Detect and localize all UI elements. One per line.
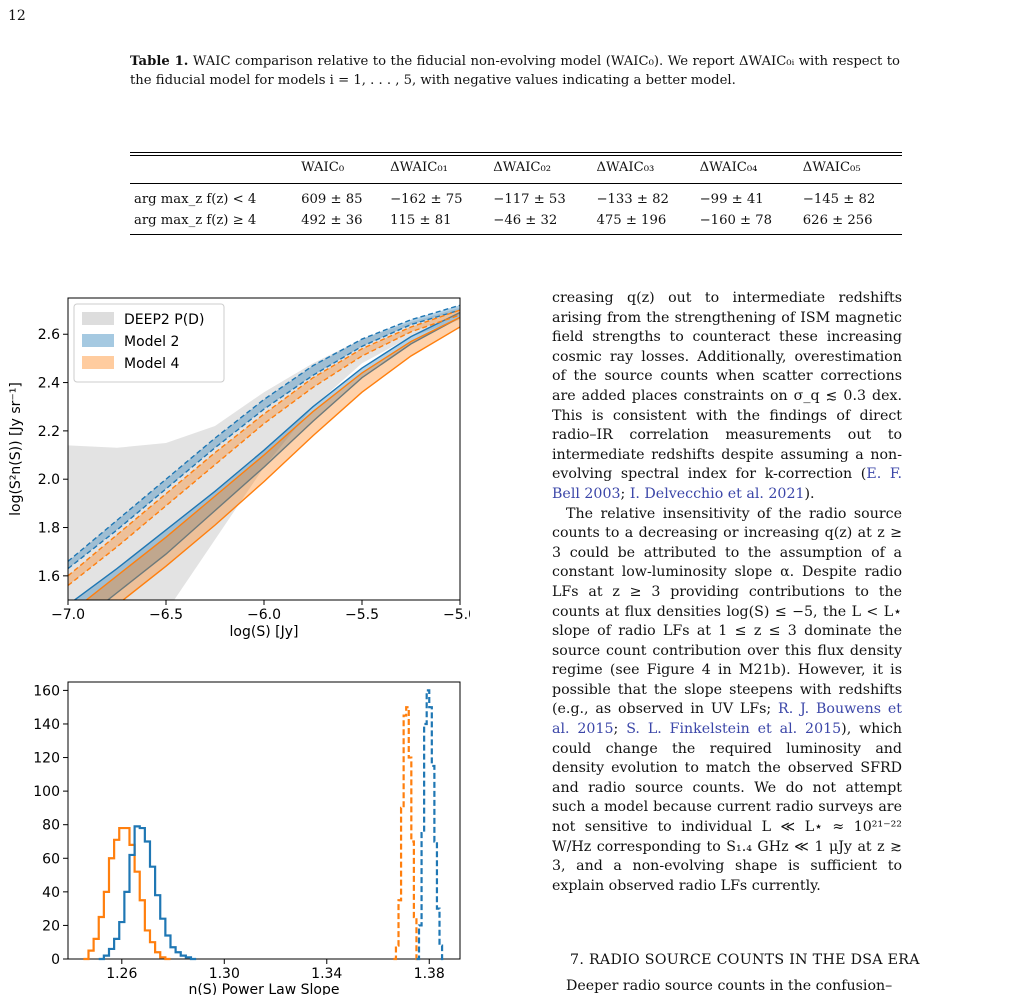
- paragraph: creasing q(z) out to intermediate redshi…: [552, 289, 902, 505]
- x-tick-label: −5.0: [443, 607, 470, 623]
- histogram-model-4-solid: [83, 826, 171, 961]
- table-cell: arg max_z f(z) < 4: [134, 192, 257, 207]
- y-tick-label: 0: [51, 952, 60, 968]
- table-cell: arg max_z f(z) ≥ 4: [130, 210, 298, 235]
- separator: ;: [620, 485, 630, 502]
- waic-table: WAIC₀ ΔWAIC₀₁ ΔWAIC₀₂ ΔWAIC₀₃ ΔWAIC₀₄ ΔW…: [130, 150, 902, 235]
- histogram-model-2-dashed: [416, 689, 445, 961]
- separator: ;: [613, 721, 627, 738]
- paragraph: The relative insensitivity of the radio …: [552, 505, 902, 897]
- figure-svg: −7.0 −6.5 −6.0 −5.5 −5.0 1.6 1.8 2.0 2.2 2.4 2.6 lo…: [8, 297, 477, 998]
- paragraph-start: Deeper radio source counts in the confus…: [566, 978, 893, 994]
- model4-solid-band-upper-line: [85, 316, 460, 600]
- y-tick-label: 120: [33, 751, 60, 767]
- model2-solid-band-lower-line: [106, 316, 460, 600]
- paragraph-text: The relative insensitivity of the radio …: [552, 505, 902, 718]
- deep2-band: [68, 307, 460, 600]
- table-row: arg max_z f(z) ≥ 4 492 ± 36 115 ± 81 −46…: [130, 210, 902, 235]
- x-tick-label: −6.5: [149, 607, 183, 623]
- section-heading: 7. RADIO SOURCE COUNTS IN THE DSA ERA: [570, 952, 920, 968]
- legend-swatch: [82, 356, 114, 369]
- table-cell: 475 ± 196: [592, 210, 696, 235]
- table-header-cell: ΔWAIC₀₄: [695, 150, 799, 184]
- table-header-row: WAIC₀ ΔWAIC₀₁ ΔWAIC₀₂ ΔWAIC₀₃ ΔWAIC₀₄ ΔW…: [130, 150, 902, 184]
- citation-link[interactable]: R. J. Bouwens et al. 2015: [552, 701, 902, 738]
- legend-swatch: [82, 334, 114, 347]
- y-tick-label: 40: [42, 885, 60, 901]
- table-cell: 609 ± 85: [301, 192, 363, 207]
- x-tick-label: −7.0: [51, 607, 85, 623]
- table-cell: −145 ± 82: [802, 192, 876, 207]
- model4-solid-band-lower-line: [121, 326, 460, 600]
- y-axis-label: log(S²n(S)) [Jy sr⁻¹]: [8, 382, 24, 516]
- table-header-cell: [130, 150, 298, 184]
- table-cell: −46 ± 32: [489, 210, 593, 235]
- top-plot-area: [68, 304, 460, 600]
- table-cell: −117 ± 53: [493, 192, 566, 207]
- page-number: 12: [8, 8, 26, 24]
- x-axis-label: n(S) Power Law Slope: [188, 982, 339, 995]
- bottom-axes-frame: [67, 681, 461, 960]
- y-tick-label: 2.6: [38, 327, 60, 343]
- x-tick-label: −6.0: [247, 607, 281, 623]
- citation-link[interactable]: E. F. Bell 2003: [552, 466, 902, 502]
- x-tick-label: 1.30: [209, 966, 240, 982]
- y-tick-label: 140: [33, 717, 60, 733]
- legend-label: DEEP2 P(D): [124, 312, 204, 328]
- y-tick-label: 20: [42, 918, 60, 934]
- citation-link[interactable]: I. Delvecchio et al. 2021: [629, 485, 805, 502]
- x-tick-label: 1.26: [106, 966, 137, 982]
- table-row: arg max_z f(z) < 4 609 ± 85 −162 ± 75 −1…: [130, 184, 902, 211]
- x-axis-label: log(S) [Jy]: [230, 624, 299, 640]
- table-caption-text: WAIC comparison relative to the fiducial…: [130, 54, 900, 88]
- body-text: creasing q(z) out to intermediate redshi…: [552, 289, 902, 896]
- table-header-cell: ΔWAIC₀₁: [386, 150, 490, 184]
- table-cell: 626 ± 256: [798, 210, 902, 235]
- table-cell: −160 ± 78: [695, 210, 799, 235]
- model2-dashed-band-upper-line: [68, 304, 460, 562]
- y-tick-label: 1.8: [38, 521, 60, 537]
- y-tick-label: 2.0: [38, 472, 60, 488]
- y-tick-label: 100: [33, 784, 60, 800]
- table-cell: 115 ± 81: [386, 210, 490, 235]
- table-header-cell: WAIC₀: [297, 150, 387, 184]
- table-caption-label: Table 1.: [130, 54, 189, 69]
- model2-solid-band-upper-line: [73, 311, 460, 600]
- x-tick-label: −5.5: [345, 607, 379, 623]
- table-caption: Table 1. WAIC comparison relative to the…: [130, 52, 900, 90]
- table-cell: −133 ± 82: [596, 192, 669, 207]
- y-tick-label: 2.4: [38, 376, 60, 392]
- model2-dashed-band-lower-line: [68, 309, 460, 570]
- legend-label: Model 4: [124, 356, 179, 372]
- table-cell: 492 ± 36: [297, 210, 387, 235]
- table-cell: −162 ± 75: [390, 192, 463, 207]
- y-tick-label: 60: [42, 851, 60, 867]
- citation-link[interactable]: S. L. Finkelstein et al. 2015: [626, 721, 842, 738]
- y-tick-label: 80: [42, 818, 60, 834]
- paragraph-text: ).: [804, 485, 815, 502]
- model4-dashed-band-lower-line: [68, 314, 460, 587]
- y-tick-label: 2.2: [38, 424, 60, 440]
- y-tick-label: 160: [33, 683, 60, 699]
- table-cell: −99 ± 41: [699, 192, 764, 207]
- x-tick-label: 1.34: [311, 966, 342, 982]
- legend: DEEP2 P(D) Model 2 Model 4: [73, 303, 225, 383]
- x-tick-label: 1.38: [414, 966, 445, 982]
- model2-solid-band-fill: [74, 312, 460, 600]
- paragraph-text: ), which could change the required lumin…: [552, 721, 902, 894]
- histogram-model-2-solid: [98, 825, 197, 961]
- paragraph-text: creasing q(z) out to intermediate redshi…: [552, 290, 902, 483]
- y-tick-label: 1.6: [38, 569, 60, 585]
- legend-swatch: [82, 312, 114, 325]
- table-header-cell: ΔWAIC₀₃: [592, 150, 696, 184]
- histogram-model-4-dashed: [393, 706, 420, 961]
- table-header-cell: ΔWAIC₀₅: [798, 150, 902, 184]
- legend-label: Model 2: [124, 334, 179, 350]
- figure: −7.0 −6.5 −6.0 −5.5 −5.0 1.6 1.8 2.0 2.2 2.4 2.6 lo…: [0, 280, 477, 998]
- table-header-cell: ΔWAIC₀₂: [489, 150, 593, 184]
